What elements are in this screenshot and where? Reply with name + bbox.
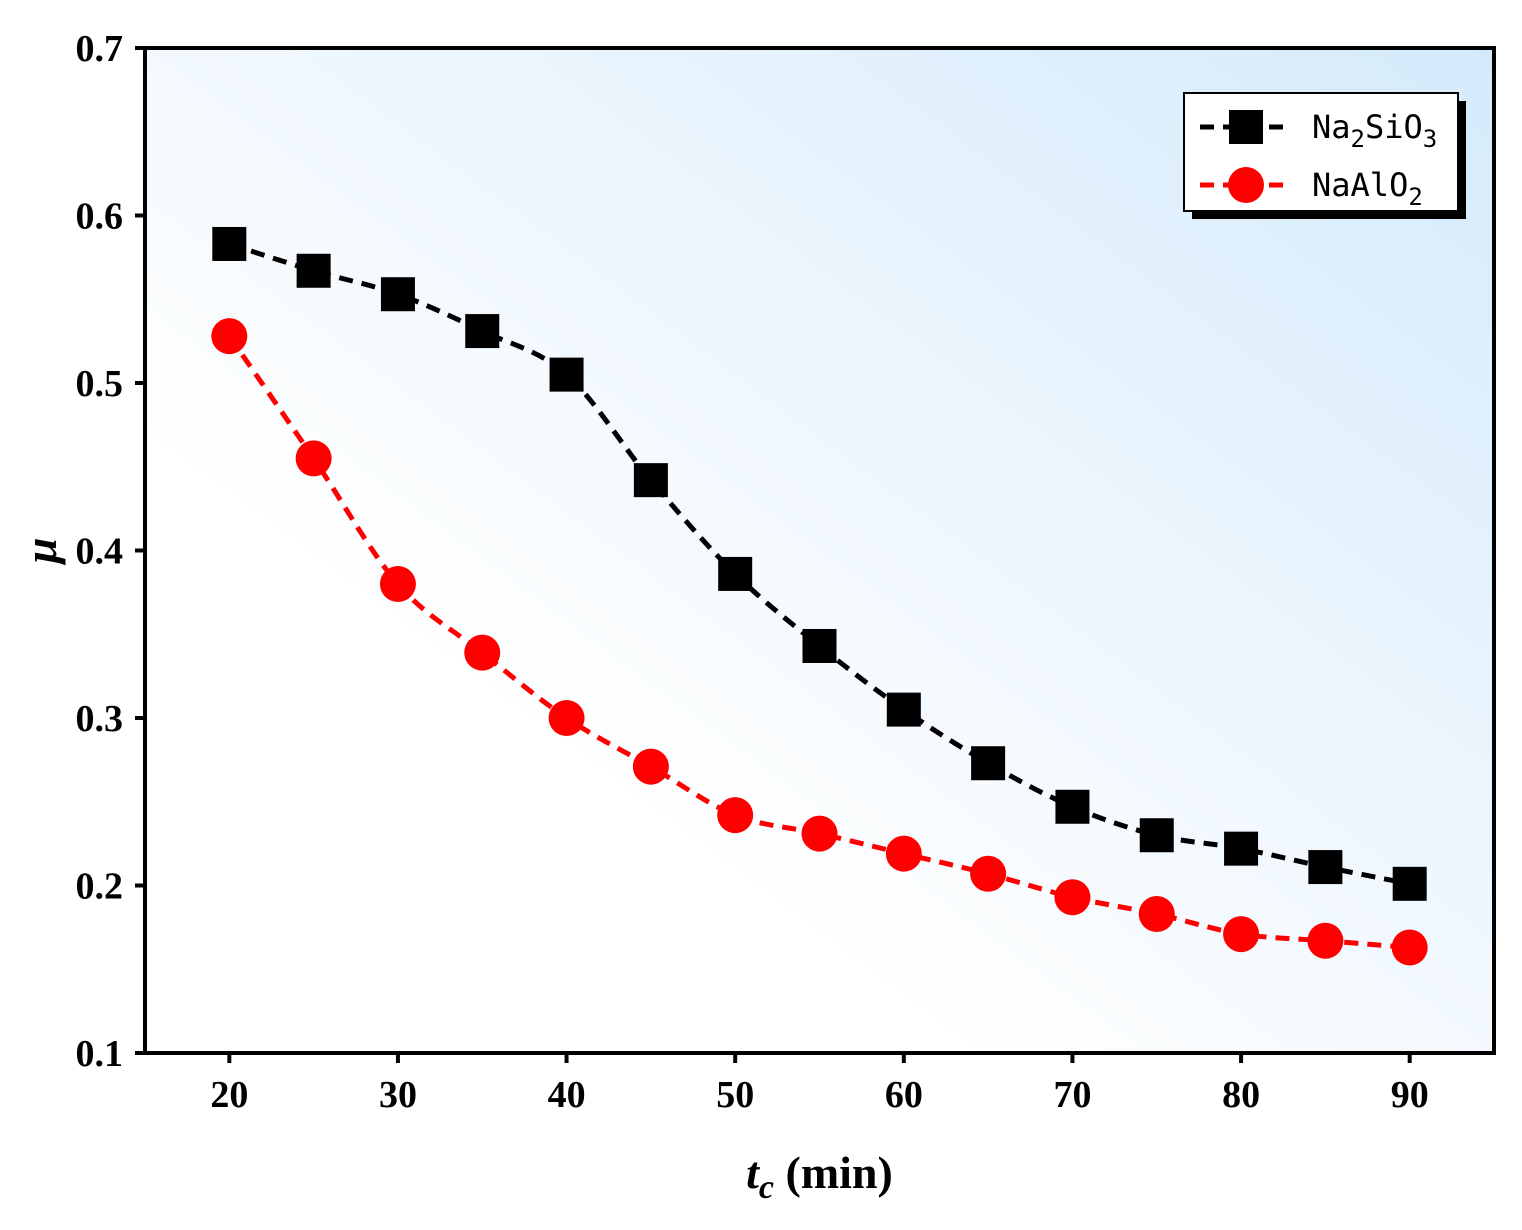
data-point-NaAlO2-85 xyxy=(1307,922,1344,959)
data-point-Na2SiO3-35 xyxy=(465,314,500,349)
legend-label: NaAlO2 xyxy=(1312,166,1423,211)
x-tick-label: 80 xyxy=(1222,1074,1260,1116)
data-point-Na2SiO3-60 xyxy=(886,692,921,727)
data-point-NaAlO2-45 xyxy=(632,748,669,785)
legend: Na2SiO3 NaAlO2 xyxy=(1183,92,1466,219)
data-point-Na2SiO3-45 xyxy=(633,463,668,498)
data-point-NaAlO2-60 xyxy=(885,835,922,872)
data-point-NaAlO2-25 xyxy=(295,440,332,477)
data-point-Na2SiO3-80 xyxy=(1224,831,1259,866)
data-point-Na2SiO3-75 xyxy=(1139,818,1174,853)
data-point-Na2SiO3-20 xyxy=(212,226,247,261)
data-point-Na2SiO3-90 xyxy=(1392,866,1427,901)
y-tick-label: 0.5 xyxy=(76,363,124,405)
data-point-NaAlO2-75 xyxy=(1138,895,1175,932)
data-point-Na2SiO3-65 xyxy=(971,746,1006,781)
data-point-NaAlO2-90 xyxy=(1391,929,1428,966)
data-point-Na2SiO3-70 xyxy=(1055,789,1090,824)
data-point-NaAlO2-20 xyxy=(211,318,248,355)
data-point-Na2SiO3-40 xyxy=(549,357,584,392)
data-point-NaAlO2-55 xyxy=(801,815,838,852)
x-tick-label: 30 xyxy=(379,1074,417,1116)
y-tick-label: 0.2 xyxy=(76,866,124,908)
y-tick-label: 0.4 xyxy=(76,531,124,573)
x-tick-label: 90 xyxy=(1391,1074,1429,1116)
data-point-NaAlO2-65 xyxy=(970,855,1007,892)
data-point-NaAlO2-50 xyxy=(717,797,754,834)
y-tick-label: 0.1 xyxy=(76,1033,124,1075)
series-Na2SiO3 xyxy=(212,226,1427,901)
legend-marker xyxy=(1229,110,1263,144)
legend-item-Na2SiO3: Na2SiO3 xyxy=(1200,108,1437,153)
x-tick-label: 40 xyxy=(548,1074,586,1116)
y-tick-label: 0.6 xyxy=(76,196,124,238)
legend-item-NaAlO2: NaAlO2 xyxy=(1200,166,1423,211)
data-point-Na2SiO3-30 xyxy=(380,277,415,312)
series-layer xyxy=(211,226,1428,966)
x-tick-label: 70 xyxy=(1053,1074,1091,1116)
data-point-Na2SiO3-85 xyxy=(1308,850,1343,885)
x-tick-label: 20 xyxy=(210,1074,248,1116)
legend-label: Na2SiO3 xyxy=(1312,108,1437,153)
data-point-Na2SiO3-55 xyxy=(802,628,837,663)
y-tick-label: 0.3 xyxy=(76,698,124,740)
data-point-NaAlO2-35 xyxy=(464,634,501,671)
y-axis-title: μ xyxy=(15,538,66,566)
data-point-NaAlO2-30 xyxy=(379,566,416,602)
series-NaAlO2 xyxy=(211,318,1428,966)
y-tick-label: 0.7 xyxy=(76,28,124,70)
x-tick-label: 60 xyxy=(885,1074,923,1116)
data-point-NaAlO2-70 xyxy=(1054,879,1091,916)
data-point-Na2SiO3-25 xyxy=(296,253,331,288)
legend-marker xyxy=(1228,167,1264,203)
data-point-NaAlO2-80 xyxy=(1223,916,1260,953)
data-point-NaAlO2-40 xyxy=(548,700,585,736)
data-point-Na2SiO3-50 xyxy=(718,556,753,591)
x-axis-title: tc (min) xyxy=(746,1147,893,1206)
x-tick-label: 50 xyxy=(716,1074,754,1116)
axes-layer: 0.1 0.2 0.3 0.4 0.5 0.6 0.7 20 30 40 50 60 70 80 90 tc … xyxy=(15,28,1496,1206)
